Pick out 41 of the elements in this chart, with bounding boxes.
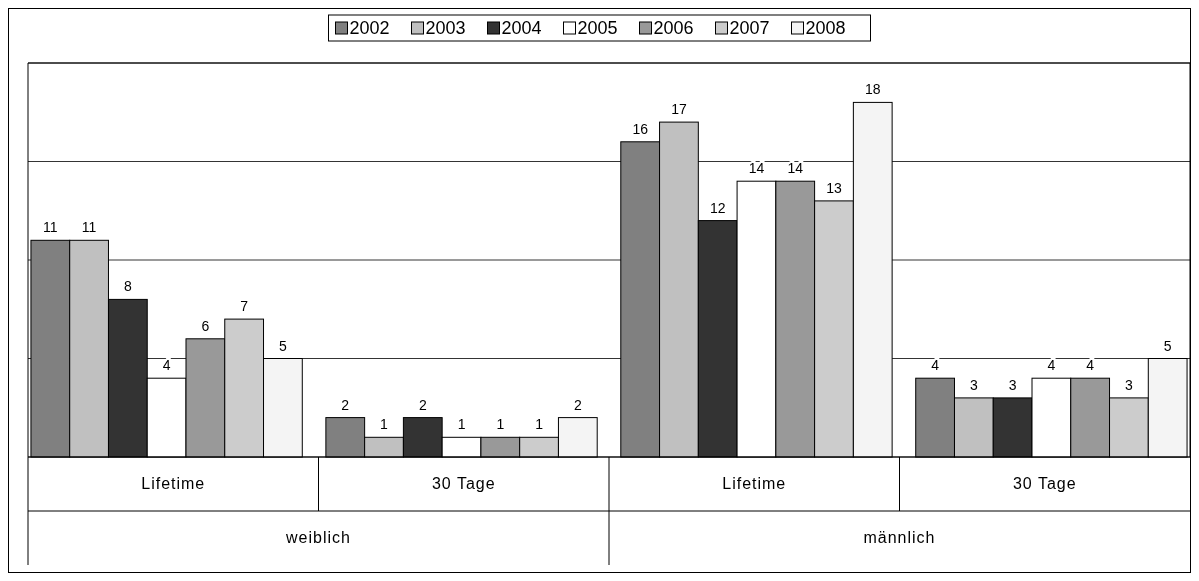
data-label: 1 bbox=[496, 416, 505, 433]
x-tick-label: 30 Tage bbox=[1012, 475, 1077, 492]
data-label: 2 bbox=[418, 396, 427, 413]
text: männlich bbox=[863, 529, 936, 546]
data-label: 11 bbox=[43, 219, 58, 236]
data-label: 4 bbox=[1086, 357, 1095, 374]
data-label: 6 bbox=[201, 317, 210, 334]
data-label: 4 bbox=[931, 357, 940, 374]
data-label: 17 bbox=[671, 101, 687, 118]
data-label: 5 bbox=[1163, 337, 1172, 354]
data-label: 14 bbox=[748, 160, 765, 177]
data-label: 3 bbox=[969, 376, 978, 393]
data-label: 1 bbox=[457, 416, 466, 433]
data-label: 14 bbox=[787, 160, 804, 177]
data-label: 4 bbox=[162, 357, 171, 374]
data-label: 12 bbox=[709, 199, 726, 216]
data-label: 2 bbox=[573, 396, 582, 413]
data-label: 18 bbox=[864, 81, 881, 98]
legend-label: 2007 bbox=[729, 18, 770, 38]
data-label: 1 bbox=[380, 416, 389, 433]
legend-label: 2005 bbox=[577, 18, 618, 38]
x-tick-label: Lifetime bbox=[141, 475, 206, 492]
legend-label: 2006 bbox=[653, 18, 694, 38]
data-label: 11 bbox=[81, 219, 97, 236]
data-label: 1 bbox=[535, 416, 544, 433]
legend-label: 2002 bbox=[349, 18, 390, 38]
legend-label: 2004 bbox=[501, 18, 542, 38]
data-label: 3 bbox=[1008, 376, 1017, 393]
data-label: 2 bbox=[341, 396, 350, 413]
data-label: 13 bbox=[826, 179, 842, 196]
data-label: 4 bbox=[1047, 357, 1056, 374]
data-label: 3 bbox=[1125, 376, 1134, 393]
legend-label: 2008 bbox=[805, 18, 846, 38]
legend-label: 2003 bbox=[425, 18, 466, 38]
data-label: 7 bbox=[240, 298, 249, 315]
data-label: 8 bbox=[123, 278, 132, 295]
x-tick-label: Lifetime bbox=[722, 475, 787, 492]
data-label: 16 bbox=[632, 120, 649, 137]
x-tick-label: 30 Tage bbox=[431, 475, 496, 492]
text: weiblich bbox=[285, 529, 351, 546]
data-label: 5 bbox=[279, 337, 287, 354]
